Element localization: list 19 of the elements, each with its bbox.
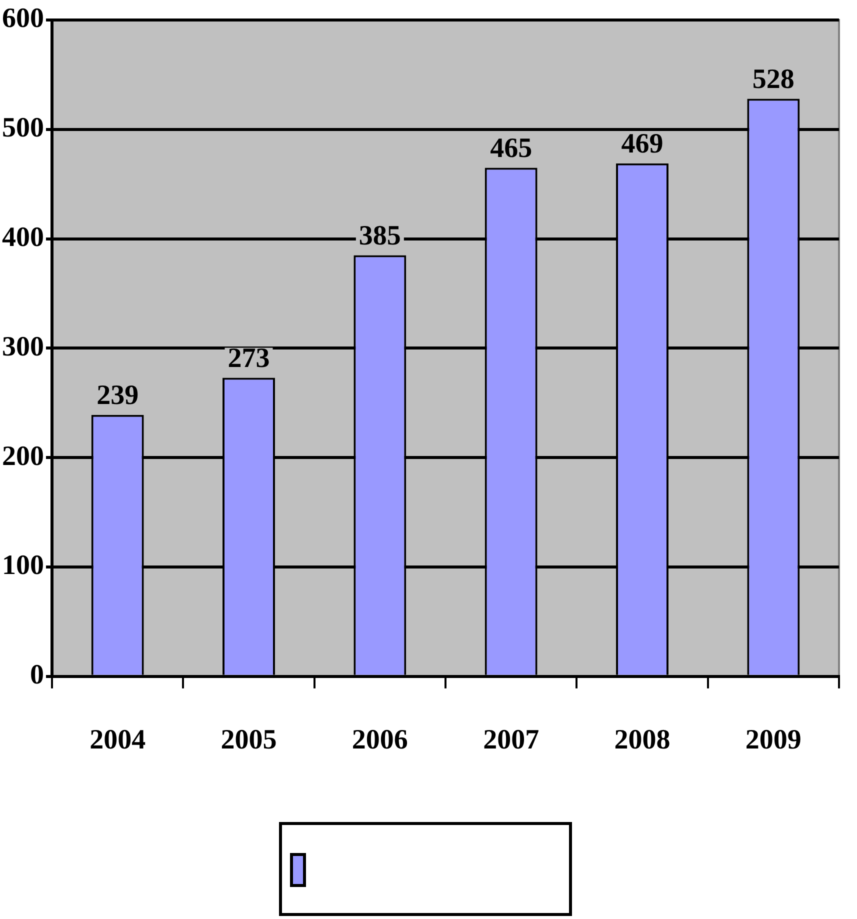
- data-label: 469: [621, 128, 664, 160]
- data-label: 239: [96, 380, 139, 412]
- y-tick-label: 600: [2, 3, 44, 34]
- y-tick-label: 100: [2, 550, 44, 582]
- x-tick-label: 2005: [220, 724, 277, 756]
- x-tick-label: 2009: [745, 724, 802, 756]
- data-label: 273: [228, 342, 270, 374]
- y-tick-label: 0: [30, 660, 44, 691]
- y-tick-label: 300: [2, 331, 44, 362]
- x-tick-label: 2006: [352, 724, 408, 756]
- y-tick-label: 400: [2, 222, 44, 254]
- data-label: 465: [490, 132, 532, 164]
- y-tick-label: 200: [2, 440, 44, 472]
- x-tick-label: 2004: [90, 724, 146, 756]
- data-label: 528: [752, 64, 794, 95]
- y-tick-label: 500: [2, 112, 44, 144]
- data-label: 385: [358, 220, 401, 252]
- x-tick-label: 2007: [483, 724, 540, 756]
- x-tick-label: 2008: [614, 724, 670, 756]
